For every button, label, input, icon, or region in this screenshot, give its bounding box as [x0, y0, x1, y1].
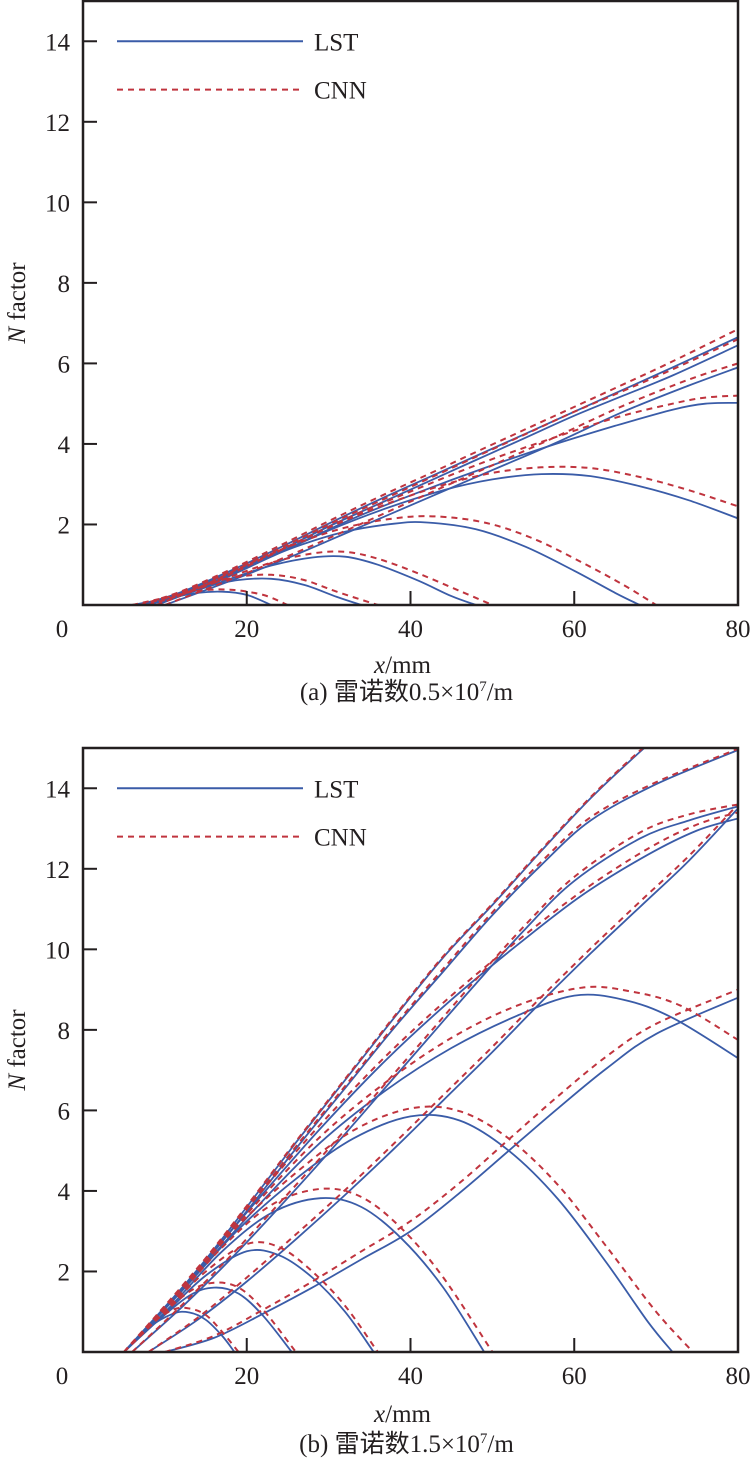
y-tick-label: 10 — [45, 937, 70, 964]
cnn-curve-12 — [164, 988, 738, 1352]
y-tick-label: 12 — [45, 857, 70, 884]
x-axis-unit: /mm — [385, 1401, 431, 1428]
x-tick-label: 80 — [726, 616, 751, 643]
cnn-curve-3 — [148, 550, 493, 605]
chart-a-caption: (a) 雷诺数0.5×107/m — [300, 678, 514, 706]
lst-curve-9 — [123, 749, 738, 1352]
cnn-curve-7 — [164, 362, 738, 605]
x-tick-label: 20 — [234, 616, 259, 643]
y-tick-label: 6 — [58, 351, 71, 378]
lst-curve-6 — [123, 993, 738, 1352]
chart-a-x-ticks: 0 20 40 60 80 — [56, 591, 751, 643]
lst-curve-2 — [123, 1286, 293, 1352]
legend-cnn-label: CNN — [314, 825, 367, 852]
y-tick-label: 2 — [58, 1259, 71, 1286]
caption-b-suffix: /m — [487, 1431, 514, 1458]
chart-b-curves — [123, 748, 738, 1352]
y-axis-unit: factor — [4, 262, 31, 327]
chart-b-legend: LST CNN — [117, 776, 367, 852]
lst-curve-8 — [140, 344, 738, 605]
x-axis-var: x — [373, 1401, 385, 1428]
y-tick-label: 12 — [45, 110, 70, 137]
y-tick-label: 4 — [58, 1179, 71, 1206]
chart-b-caption: (b) 雷诺数1.5×107/m — [299, 1430, 514, 1458]
chart-b-y-ticks: 2 4 6 8 10 12 14 — [45, 776, 97, 1286]
lst-curve-10 — [131, 805, 738, 1352]
y-tick-label: 14 — [45, 29, 71, 56]
cnn-curve-11 — [147, 803, 738, 1352]
chart-b-x-ticks: 0 20 40 60 80 — [56, 1338, 751, 1390]
lst-curve-3 — [123, 1249, 375, 1352]
x-tick-label: 40 — [398, 1363, 423, 1390]
chart-a-y-ticks: 2 4 6 8 10 12 14 — [45, 29, 97, 539]
y-tick-label: 10 — [45, 190, 70, 217]
chart-a-y-axis-label: N factor — [4, 262, 31, 345]
x-tick-label: 60 — [562, 1363, 587, 1390]
y-tick-label: 4 — [58, 432, 71, 459]
chart-b-y-axis-label: N factor — [4, 1009, 31, 1092]
y-tick-label: 8 — [58, 271, 71, 298]
lst-curve-4 — [123, 1197, 485, 1352]
y-axis-unit: factor — [4, 1009, 31, 1074]
legend-lst-label: LST — [314, 776, 358, 803]
legend-lst-label: LST — [314, 29, 358, 56]
cnn-curve-6 — [123, 985, 738, 1352]
caption-b-prefix: (b) 雷诺数1.5×10 — [299, 1430, 480, 1458]
lst-curve-7 — [164, 366, 738, 605]
x-tick-label: 60 — [562, 616, 587, 643]
y-axis-var: N — [4, 1073, 31, 1092]
legend-cnn-label: CNN — [314, 78, 367, 105]
cnn-curve-5 — [156, 465, 738, 605]
chart-b-x-axis-label: x/mm — [373, 1401, 432, 1428]
x-tick-label: 80 — [726, 1363, 751, 1390]
x-tick-label: 40 — [398, 616, 423, 643]
cnn-curve-4 — [148, 515, 657, 605]
lst-curve-12 — [164, 996, 738, 1352]
y-axis-var: N — [4, 326, 31, 345]
y-tick-label: 14 — [45, 776, 71, 803]
cnn-curve-4 — [123, 1187, 494, 1352]
x-tick-label: 20 — [234, 1363, 259, 1390]
x-tick-label: 0 — [56, 1363, 69, 1390]
chart-a-x-axis-label: x/mm — [373, 652, 432, 679]
x-axis-unit: /mm — [385, 652, 431, 679]
lst-curve-11 — [148, 807, 738, 1352]
caption-a-sup: 7 — [479, 679, 487, 695]
caption-a-suffix: /m — [487, 679, 514, 706]
cnn-curve-1 — [131, 588, 289, 605]
cnn-curve-8 — [123, 748, 645, 1352]
lst-curve-9 — [140, 336, 738, 605]
chart-a-frame — [81, 0, 740, 607]
cnn-curve-3 — [123, 1241, 379, 1352]
cnn-curve-10 — [131, 803, 738, 1352]
chart-a-legend: LST CNN — [117, 29, 367, 105]
cnn-curve-1 — [123, 1306, 240, 1352]
y-tick-label: 8 — [58, 1018, 71, 1045]
chart-a-curves — [131, 328, 738, 605]
y-tick-label: 2 — [58, 512, 71, 539]
caption-a-prefix: (a) 雷诺数0.5×10 — [300, 678, 479, 706]
lst-curve-3 — [148, 555, 477, 605]
cnn-curve-6 — [156, 394, 738, 605]
x-axis-var: x — [373, 652, 385, 679]
cnn-curve-2 — [140, 573, 379, 605]
cnn-curve-5 — [123, 1105, 694, 1352]
lst-curve-6 — [156, 401, 738, 605]
caption-b-sup: 7 — [480, 1431, 488, 1447]
cnn-curve-9 — [139, 328, 738, 605]
y-tick-label: 6 — [58, 1098, 71, 1125]
x-tick-label: 0 — [56, 616, 69, 643]
cnn-curve-8 — [140, 338, 738, 605]
